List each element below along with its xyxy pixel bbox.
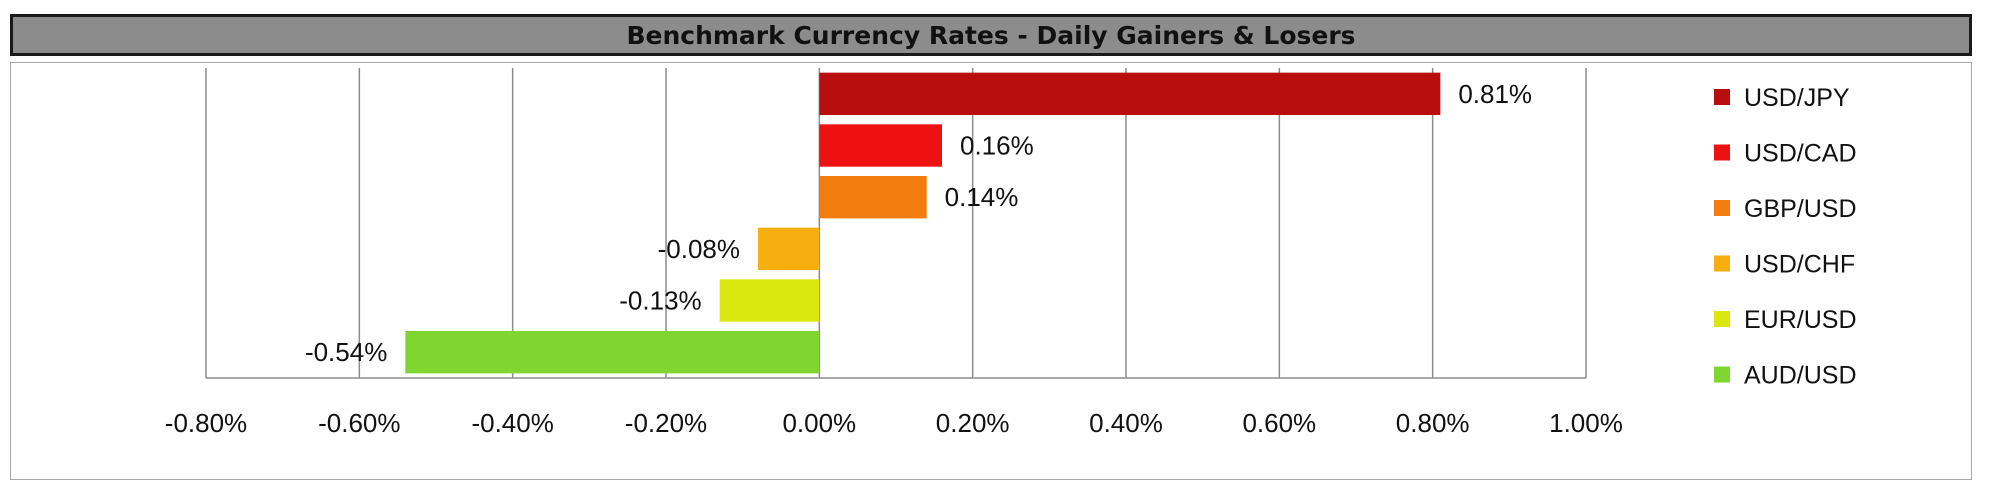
legend-swatch	[1714, 311, 1730, 327]
data-label: 0.14%	[945, 182, 1019, 212]
bar-eur-usd	[719, 279, 820, 322]
bar-aud-usd	[405, 330, 820, 374]
legend-label: EUR/USD	[1744, 306, 1857, 334]
x-tick-label: 1.00%	[1549, 408, 1623, 438]
data-label: -0.54%	[305, 337, 387, 367]
x-tick-label: 0.00%	[782, 408, 856, 438]
legend-label: USD/JPY	[1744, 84, 1850, 112]
legend-swatch	[1714, 144, 1730, 161]
x-tick-label: 0.60%	[1242, 408, 1316, 438]
x-axis-tick-labels: -0.80% -0.60% -0.40% -0.20% 0.00% 0.20% 0.40% 0…	[165, 408, 1623, 438]
bars	[405, 72, 1441, 374]
legend-label: AUD/USD	[1744, 362, 1857, 390]
x-tick-label: 0.80%	[1396, 408, 1470, 438]
bar-gbp-usd	[819, 175, 927, 219]
data-label: 0.16%	[960, 131, 1034, 161]
data-label: -0.13%	[619, 286, 701, 316]
data-label: 0.81%	[1458, 79, 1532, 109]
legend-label: USD/CHF	[1744, 251, 1855, 279]
plot-frame	[10, 62, 1972, 480]
x-tick-label: -0.80%	[165, 408, 247, 438]
legend-label: GBP/USD	[1744, 195, 1857, 223]
legend-label: USD/CAD	[1744, 140, 1857, 168]
x-tick-label: 0.40%	[1089, 408, 1163, 438]
data-labels: 0.81% 0.16% 0.14% -0.08% -0.13% -0.54%	[305, 79, 1532, 367]
gridlines	[205, 68, 1587, 379]
bar-usd-jpy	[819, 72, 1441, 116]
bar-usd-chf	[758, 227, 820, 271]
chart-title-bar: Benchmark Currency Rates - Daily Gainers…	[10, 14, 1972, 56]
data-label: -0.08%	[658, 234, 740, 264]
bar-usd-cad	[819, 124, 942, 167]
legend: USD/JPY USD/CAD GBP/USD USD/CHF EUR/USD AUD/U…	[1714, 84, 1857, 390]
legend-swatch	[1714, 89, 1730, 105]
x-tick-label: -0.60%	[318, 408, 400, 438]
legend-swatch	[1714, 255, 1730, 272]
legend-swatch	[1714, 366, 1730, 383]
x-tick-label: 0.20%	[936, 408, 1010, 438]
x-tick-label: -0.20%	[625, 408, 707, 438]
x-tick-label: -0.40%	[471, 408, 553, 438]
legend-swatch	[1714, 200, 1730, 216]
chart-title: Benchmark Currency Rates - Daily Gainers…	[626, 20, 1356, 50]
